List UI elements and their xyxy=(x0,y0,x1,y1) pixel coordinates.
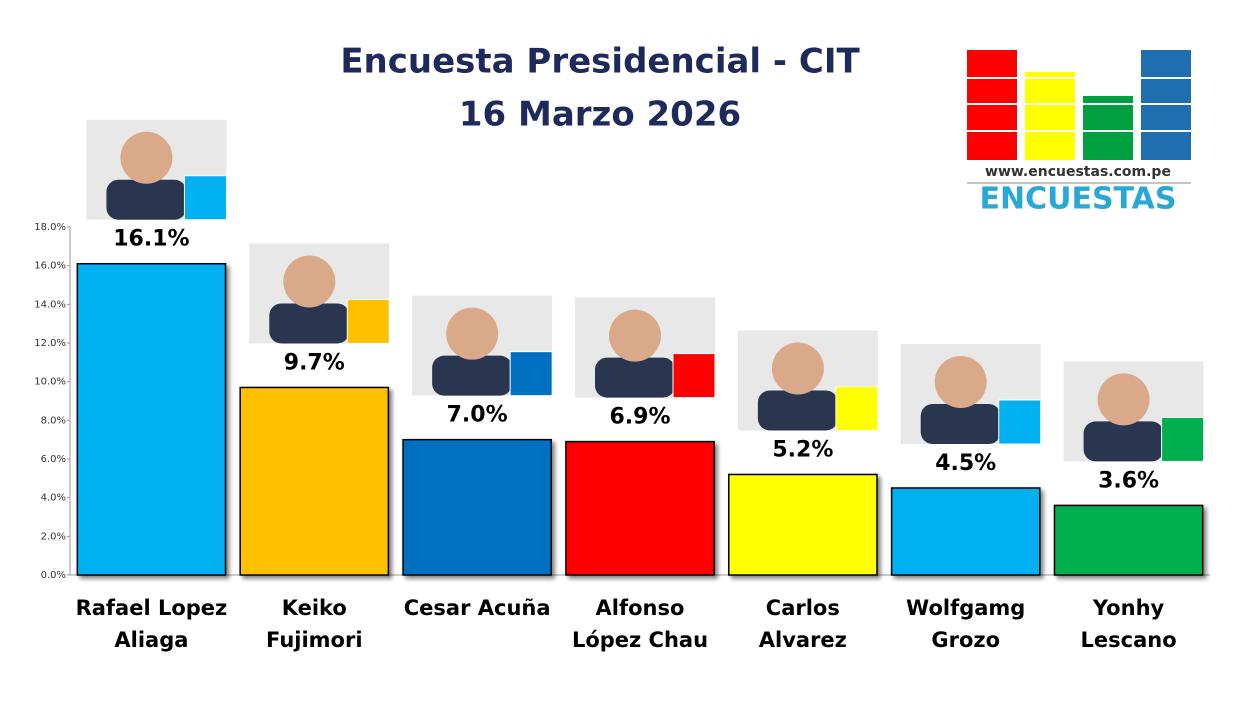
logo-name: ENCUESTAS xyxy=(979,182,1176,217)
bar xyxy=(890,487,1041,576)
x-tick-label: Wolfgamg Grozo xyxy=(906,596,1026,652)
photo-head xyxy=(934,356,987,408)
y-tick-label: 6.0% xyxy=(41,454,66,465)
photo-suit xyxy=(920,404,1001,444)
value-label: 16.1% xyxy=(113,227,189,252)
value-label: 5.2% xyxy=(772,437,833,462)
photo-suit xyxy=(1083,421,1164,462)
value-label: 9.7% xyxy=(284,350,345,375)
y-tick-label: 16.0% xyxy=(34,261,66,272)
value-label: 4.5% xyxy=(935,451,996,476)
x-tick-label: Yonhy Lescano xyxy=(1080,596,1177,652)
party-logo xyxy=(672,353,716,399)
photo-head xyxy=(609,309,661,362)
value-label: 7.0% xyxy=(447,403,508,428)
x-tick-label: Keiko Fujimori xyxy=(266,596,363,652)
chart-title: Encuesta Presidencial - CIT xyxy=(340,42,860,82)
photo-head xyxy=(120,131,173,184)
photo-suit xyxy=(269,303,350,344)
chart-subtitle: 16 Marzo 2026 xyxy=(459,95,741,135)
x-tick-label: Alfonso López Chau xyxy=(571,596,709,652)
x-tick-label: Carlos Alvarez xyxy=(758,596,847,652)
x-tick-label: Rafael Lopez Aliaga xyxy=(75,596,228,652)
party-logo xyxy=(509,351,553,397)
bar xyxy=(76,262,227,576)
bar xyxy=(565,440,715,576)
y-tick-label: 8.0% xyxy=(41,415,66,426)
y-tick-label: 18.0% xyxy=(34,222,66,233)
party-logo xyxy=(835,385,879,431)
photo-head xyxy=(446,307,499,360)
x-tick-label: Cesar Acuña xyxy=(403,596,551,620)
y-tick-label: 10.0% xyxy=(34,377,66,388)
logo-url: www.encuestas.com.pe xyxy=(985,164,1171,180)
value-label: 3.6% xyxy=(1098,468,1159,493)
bar xyxy=(728,473,878,576)
party-logo xyxy=(346,298,390,344)
photo-head xyxy=(283,255,336,308)
logo: www.encuestas.com.pe ENCUESTAS xyxy=(967,50,1191,217)
y-tick-label: 14.0% xyxy=(34,299,66,310)
bar xyxy=(1053,504,1204,576)
bar xyxy=(402,438,552,576)
photo-suit xyxy=(757,390,838,431)
photo-suit xyxy=(106,179,187,220)
y-tick-label: 12.0% xyxy=(34,338,66,349)
party-logo xyxy=(998,399,1042,445)
party-logo xyxy=(183,175,227,221)
y-tick-label: 4.0% xyxy=(41,493,66,504)
party-logo xyxy=(1161,416,1205,462)
value-label: 6.9% xyxy=(609,405,670,430)
y-tick-label: 0.0% xyxy=(41,570,66,581)
y-tick-label: 2.0% xyxy=(41,531,66,542)
photo-head xyxy=(1097,373,1150,426)
bar xyxy=(239,386,390,576)
photo-suit xyxy=(595,357,675,398)
photo-suit xyxy=(432,355,513,396)
photo-head xyxy=(771,342,824,395)
